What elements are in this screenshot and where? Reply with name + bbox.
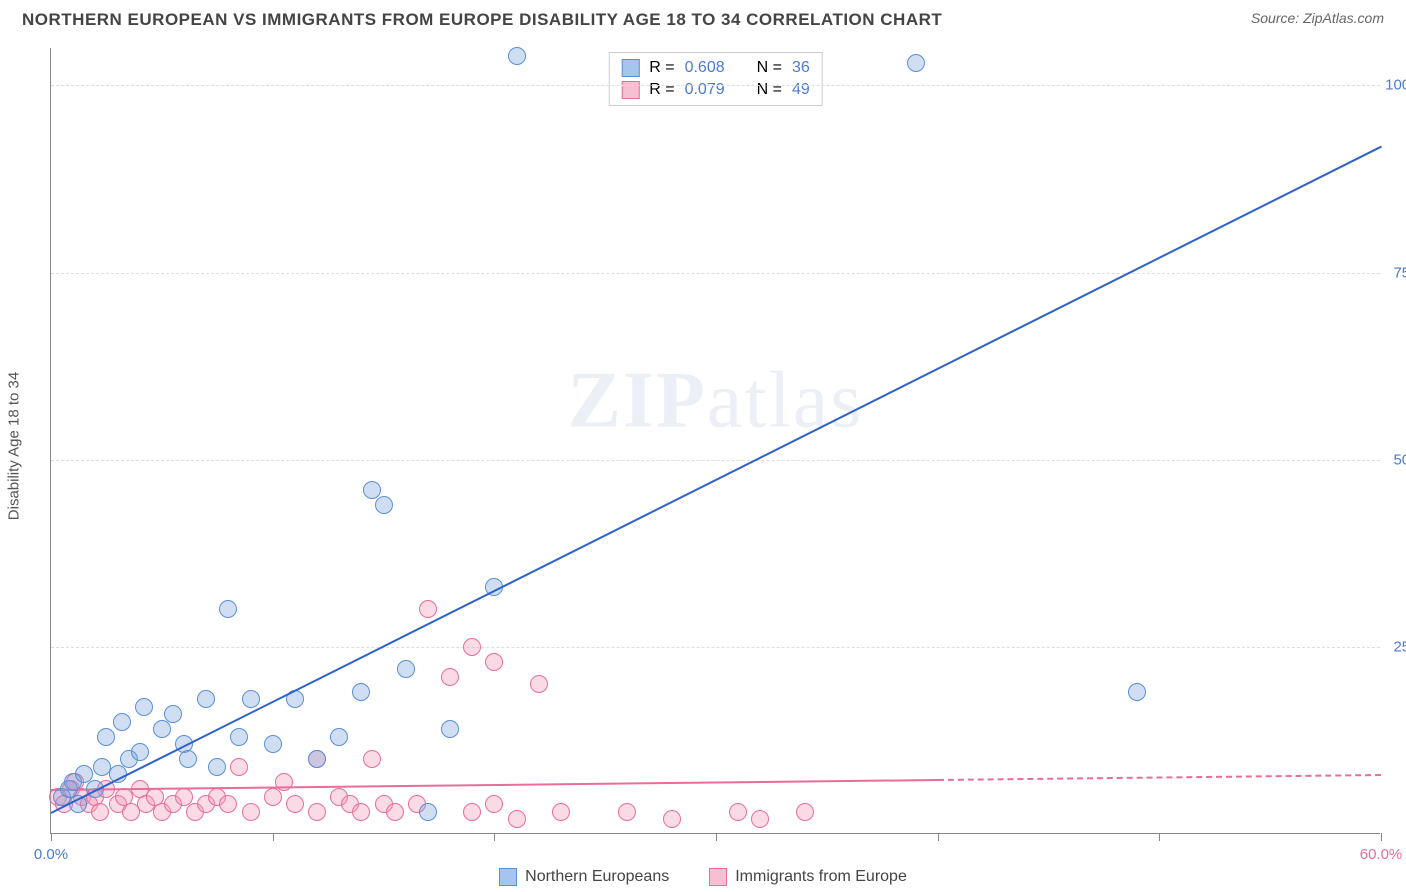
scatter-point-northern bbox=[508, 47, 526, 65]
scatter-point-immigrants bbox=[485, 653, 503, 671]
scatter-point-immigrants bbox=[91, 803, 109, 821]
scatter-point-immigrants bbox=[751, 810, 769, 828]
scatter-point-northern bbox=[352, 683, 370, 701]
stats-legend-box: R = 0.608 N = 36 R = 0.079 N = 49 bbox=[608, 52, 823, 106]
scatter-point-northern bbox=[363, 481, 381, 499]
scatter-point-northern bbox=[242, 690, 260, 708]
scatter-point-immigrants bbox=[286, 795, 304, 813]
legend-swatch-immigrants bbox=[709, 868, 727, 886]
n-value-immigrants: 49 bbox=[792, 81, 810, 99]
stats-row-northern: R = 0.608 N = 36 bbox=[621, 57, 810, 79]
scatter-point-northern bbox=[907, 54, 925, 72]
scatter-point-immigrants bbox=[363, 750, 381, 768]
scatter-point-northern bbox=[135, 698, 153, 716]
scatter-point-immigrants bbox=[729, 803, 747, 821]
scatter-point-northern bbox=[419, 803, 437, 821]
scatter-point-immigrants bbox=[663, 810, 681, 828]
scatter-point-northern bbox=[197, 690, 215, 708]
x-tick-label: 0.0% bbox=[34, 846, 68, 863]
regression-line-immigrants bbox=[938, 774, 1381, 781]
legend-item-northern: Northern Europeans bbox=[499, 868, 669, 886]
scatter-point-northern bbox=[441, 720, 459, 738]
scatter-point-northern bbox=[397, 660, 415, 678]
scatter-point-immigrants bbox=[264, 788, 282, 806]
legend-label-northern: Northern Europeans bbox=[525, 868, 669, 886]
scatter-point-northern bbox=[164, 705, 182, 723]
scatter-point-immigrants bbox=[463, 803, 481, 821]
watermark: ZIPatlas bbox=[568, 356, 864, 447]
scatter-point-northern bbox=[230, 728, 248, 746]
scatter-point-immigrants bbox=[463, 638, 481, 656]
scatter-point-immigrants bbox=[796, 803, 814, 821]
y-tick-label: 50.0% bbox=[1393, 451, 1406, 468]
scatter-point-immigrants bbox=[352, 803, 370, 821]
y-axis-label: Disability Age 18 to 34 bbox=[6, 372, 23, 520]
scatter-point-northern bbox=[1128, 683, 1146, 701]
scatter-point-northern bbox=[308, 750, 326, 768]
scatter-point-immigrants bbox=[230, 758, 248, 776]
chart-plot-area: ZIPatlas R = 0.608 N = 36 R = 0.079 N = … bbox=[50, 48, 1380, 834]
scatter-point-northern bbox=[113, 713, 131, 731]
chart-title: NORTHERN EUROPEAN VS IMMIGRANTS FROM EUR… bbox=[22, 10, 942, 30]
source-label: Source: ZipAtlas.com bbox=[1251, 10, 1384, 26]
n-value-northern: 36 bbox=[792, 59, 810, 77]
swatch-immigrants bbox=[621, 81, 639, 99]
legend-swatch-northern bbox=[499, 868, 517, 886]
scatter-point-immigrants bbox=[386, 803, 404, 821]
scatter-point-northern bbox=[153, 720, 171, 738]
scatter-point-northern bbox=[208, 758, 226, 776]
scatter-point-immigrants bbox=[308, 803, 326, 821]
regression-line-immigrants bbox=[51, 779, 938, 791]
scatter-point-immigrants bbox=[242, 803, 260, 821]
y-tick-label: 100.0% bbox=[1385, 77, 1406, 94]
stats-row-immigrants: R = 0.079 N = 49 bbox=[621, 79, 810, 101]
y-tick-label: 25.0% bbox=[1393, 638, 1406, 655]
y-tick-label: 75.0% bbox=[1393, 264, 1406, 281]
scatter-point-immigrants bbox=[419, 600, 437, 618]
legend-item-immigrants: Immigrants from Europe bbox=[709, 868, 907, 886]
scatter-point-immigrants bbox=[441, 668, 459, 686]
x-tick-label: 60.0% bbox=[1360, 846, 1403, 863]
scatter-point-northern bbox=[330, 728, 348, 746]
scatter-point-immigrants bbox=[485, 795, 503, 813]
r-value-northern: 0.608 bbox=[685, 59, 725, 77]
scatter-point-northern bbox=[375, 496, 393, 514]
scatter-point-northern bbox=[179, 750, 197, 768]
regression-line-northern bbox=[51, 145, 1382, 813]
scatter-point-immigrants bbox=[219, 795, 237, 813]
scatter-point-northern bbox=[131, 743, 149, 761]
scatter-point-immigrants bbox=[552, 803, 570, 821]
scatter-point-immigrants bbox=[530, 675, 548, 693]
scatter-point-northern bbox=[219, 600, 237, 618]
scatter-point-northern bbox=[264, 735, 282, 753]
scatter-point-immigrants bbox=[618, 803, 636, 821]
legend: Northern Europeans Immigrants from Europ… bbox=[0, 868, 1406, 886]
scatter-point-northern bbox=[97, 728, 115, 746]
r-value-immigrants: 0.079 bbox=[685, 81, 725, 99]
legend-label-immigrants: Immigrants from Europe bbox=[735, 868, 907, 886]
swatch-northern bbox=[621, 59, 639, 77]
scatter-point-immigrants bbox=[508, 810, 526, 828]
